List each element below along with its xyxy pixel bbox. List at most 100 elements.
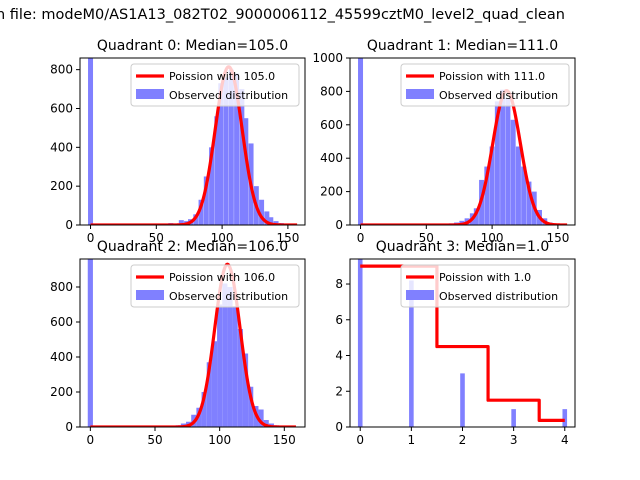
x-tick-label: 50 xyxy=(149,231,164,245)
plot-area xyxy=(87,259,297,427)
hist-bar xyxy=(227,287,233,427)
chart-panel-1: 0 50 100 150 0 200 400 600 800 1000 Quadrant 1: Me… xyxy=(312,38,576,245)
chart-panel-2: 0 50 100 150 0 200 400 600 800 Quadrant 2: Median… xyxy=(50,239,306,447)
y-tick-label: 800 xyxy=(50,63,73,77)
legend-label: Poission with 106.0 xyxy=(169,271,275,284)
hist-bar xyxy=(237,329,243,427)
hist-bar xyxy=(273,221,279,225)
hist-bar xyxy=(409,280,414,427)
plot-area xyxy=(358,58,568,225)
hist-bar xyxy=(357,259,363,427)
x-tick-label: 0 xyxy=(357,231,365,245)
legend-label: Observed distribution xyxy=(169,89,288,102)
axes-frame xyxy=(79,57,306,226)
figure-suptitle: n file: modeM0/AS1A13_082T02_9000006112_… xyxy=(0,7,565,23)
legend: Poission with 111.0 Observed distribution xyxy=(400,63,570,107)
hist-bar xyxy=(494,101,500,225)
legend-patch-swatch xyxy=(406,290,434,300)
legend-patch-swatch xyxy=(406,89,434,99)
x-tick-label: 3 xyxy=(510,433,518,447)
hist-bar xyxy=(473,208,479,225)
y-tick-label: 200 xyxy=(320,185,343,199)
y-tick-label: 600 xyxy=(50,315,73,329)
y-tick-label: 0 xyxy=(65,420,73,434)
y-tick-label: 200 xyxy=(50,385,73,399)
legend: Poission with 1.0 Observed distribution xyxy=(400,264,570,308)
hist-bar xyxy=(243,118,249,225)
hist-bar xyxy=(562,409,568,427)
x-tick-label: 0 xyxy=(356,433,364,447)
hist-bar xyxy=(217,304,223,427)
legend-label: Poission with 111.0 xyxy=(439,70,545,83)
legend-label: Observed distribution xyxy=(169,290,288,303)
y-tick-label: 2 xyxy=(335,384,343,398)
hist-bar xyxy=(228,69,234,225)
x-tick-label: 50 xyxy=(419,231,434,245)
hist-bar xyxy=(510,119,516,225)
hist-bar xyxy=(259,199,265,225)
poisson-curve xyxy=(89,262,297,427)
hist-bar xyxy=(258,409,264,427)
hist-bar xyxy=(223,77,229,225)
x-tick-label: 100 xyxy=(208,433,231,447)
hist-bar xyxy=(460,373,465,427)
hist-bar xyxy=(263,420,269,427)
x-tick-label: 4 xyxy=(561,433,569,447)
hist-bar xyxy=(511,409,516,427)
hist-bar xyxy=(505,98,511,225)
hist-bar xyxy=(248,386,254,427)
hist-bar xyxy=(264,211,270,225)
legend: Poission with 105.0 Observed distribution xyxy=(130,63,300,107)
x-tick-label: 100 xyxy=(211,231,234,245)
hist-bar xyxy=(87,259,93,427)
legend-label: Poission with 1.0 xyxy=(439,271,531,284)
y-tick-label: 200 xyxy=(50,179,73,193)
poisson-curve xyxy=(359,88,568,225)
panel-title: Quadrant 0: Median=105.0 xyxy=(97,38,288,54)
hist-bar xyxy=(232,306,238,427)
y-tick-label: 6 xyxy=(335,313,343,327)
y-tick-label: 800 xyxy=(50,280,73,294)
y-tick-label: 600 xyxy=(320,118,343,132)
x-tick-label: 2 xyxy=(459,433,467,447)
y-tick-label: 4 xyxy=(335,349,343,363)
panel-title: Quadrant 3: Median=1.0 xyxy=(376,239,550,255)
x-tick-label: 150 xyxy=(546,231,569,245)
hist-bar xyxy=(206,362,212,427)
y-tick-label: 400 xyxy=(320,151,343,165)
legend-label: Observed distribution xyxy=(439,290,558,303)
legend-patch-swatch xyxy=(136,89,164,99)
axes-frame xyxy=(79,258,306,428)
x-tick-label: 50 xyxy=(147,433,162,447)
hist-bar xyxy=(239,89,245,225)
hist-bar xyxy=(88,58,94,225)
x-tick-label: 150 xyxy=(273,433,296,447)
panel-title: Quadrant 2: Median=106.0 xyxy=(97,239,288,255)
legend-patch-swatch xyxy=(136,290,164,300)
x-tick-label: 0 xyxy=(87,231,95,245)
legend-box xyxy=(130,63,300,107)
hist-bar xyxy=(242,353,249,427)
y-tick-label: 400 xyxy=(50,140,73,154)
hist-bar xyxy=(358,58,364,225)
hist-bar xyxy=(521,166,527,225)
hist-bar xyxy=(178,220,184,225)
hist-bar xyxy=(222,283,228,427)
y-tick-label: 800 xyxy=(320,84,343,98)
legend-box xyxy=(400,264,570,308)
panel-title: Quadrant 1: Median=111.0 xyxy=(367,38,558,54)
hist-bar xyxy=(489,146,495,225)
y-tick-label: 1000 xyxy=(312,51,343,65)
hist-bar xyxy=(268,217,274,225)
x-tick-label: 0 xyxy=(87,433,95,447)
hist-bar xyxy=(526,181,532,225)
y-tick-label: 0 xyxy=(335,420,343,434)
chart-panel-0: 0 50 100 150 0 200 400 600 800 Quadrant 0: Median… xyxy=(50,38,306,245)
x-tick-label: 1 xyxy=(408,433,416,447)
y-tick-label: 0 xyxy=(65,218,73,232)
y-tick-label: 0 xyxy=(335,218,343,232)
hist-bar xyxy=(515,146,521,225)
hist-bar xyxy=(484,166,490,225)
axes-frame xyxy=(349,57,576,226)
